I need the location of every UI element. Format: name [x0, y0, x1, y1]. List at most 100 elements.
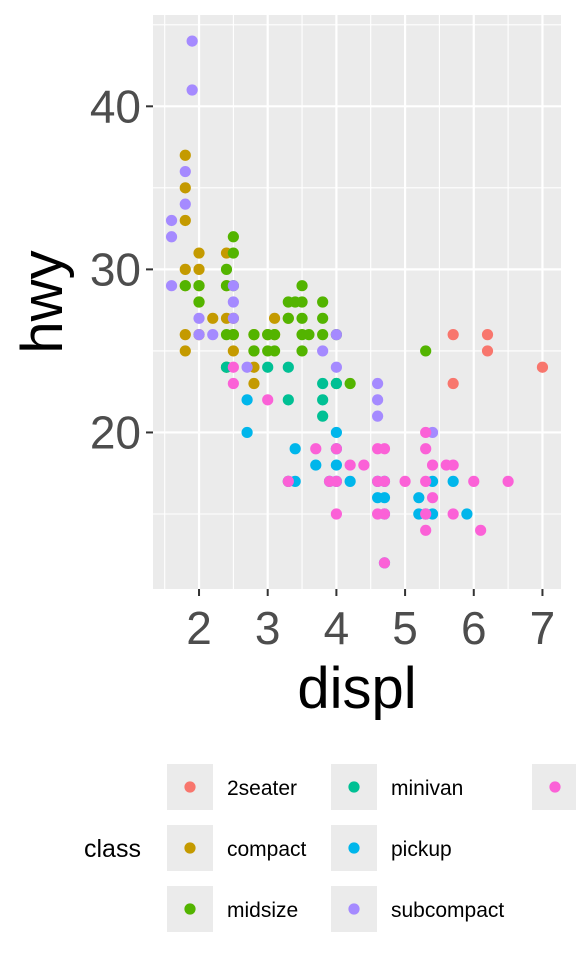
data-point-midsize	[248, 329, 260, 341]
x-tick-label: 7	[530, 602, 556, 654]
data-point-suv	[344, 459, 356, 471]
data-point-midsize	[317, 329, 329, 341]
data-point-compact	[179, 182, 191, 194]
data-point-compact	[207, 312, 219, 324]
data-point-minivan	[317, 377, 329, 390]
data-point-subcompact	[317, 345, 329, 357]
data-point-suv	[420, 508, 432, 520]
major-gridlines	[153, 15, 561, 589]
legend-swatch-subcompact	[348, 903, 360, 915]
data-point-midsize	[282, 312, 294, 324]
data-point-subcompact	[372, 394, 384, 406]
data-point-2seater	[447, 329, 459, 341]
data-point-subcompact	[241, 361, 253, 373]
legend-swatch-2seater	[184, 781, 196, 793]
y-axis-title: hwy	[10, 250, 75, 353]
data-point-pickup	[461, 508, 473, 520]
data-point-compact	[179, 329, 191, 341]
data-point-suv	[330, 508, 342, 520]
data-point-minivan	[317, 394, 329, 406]
data-point-subcompact	[186, 35, 198, 47]
data-point-suv	[447, 508, 459, 520]
data-point-compact	[248, 377, 260, 390]
data-point-suv	[378, 508, 391, 520]
data-point-suv	[330, 443, 342, 455]
data-point-subcompact	[207, 329, 219, 341]
data-point-subcompact	[179, 198, 191, 210]
data-point-midsize	[227, 329, 239, 341]
data-point-suv	[282, 475, 294, 487]
y-tick-label: 40	[90, 80, 141, 132]
data-point-midsize	[179, 280, 191, 292]
data-point-minivan	[317, 410, 329, 422]
data-point-subcompact	[193, 312, 205, 324]
x-tick-label: 6	[461, 602, 487, 654]
data-point-pickup	[413, 492, 425, 504]
legend-label-minivan: minivan	[391, 777, 463, 800]
data-point-subcompact	[186, 84, 198, 96]
data-point-midsize	[344, 377, 356, 390]
legend-label-midsize: midsize	[227, 899, 298, 922]
data-point-subcompact	[165, 231, 178, 243]
data-point-compact	[179, 263, 191, 275]
data-point-suv	[227, 361, 239, 373]
minor-gridlines	[153, 15, 561, 589]
data-point-pickup	[241, 394, 253, 406]
data-point-pickup	[330, 426, 342, 439]
data-point-2seater	[481, 345, 494, 357]
legend-swatch-minivan	[348, 781, 360, 793]
data-point-compact	[193, 247, 205, 259]
data-point-subcompact	[165, 280, 178, 292]
data-point-subcompact	[372, 410, 384, 422]
data-point-suv	[420, 524, 432, 536]
legend-label-pickup: pickup	[391, 838, 452, 861]
data-point-midsize	[248, 345, 260, 357]
panel-background	[153, 15, 561, 589]
data-point-subcompact	[227, 296, 239, 308]
legend-swatch-suv	[549, 781, 561, 793]
data-point-suv	[426, 492, 439, 504]
data-point-suv	[358, 459, 370, 471]
data-point-midsize	[420, 345, 432, 357]
data-point-suv	[399, 475, 411, 487]
data-point-midsize	[296, 280, 308, 292]
data-point-suv	[475, 524, 487, 536]
y-tick-label: 20	[90, 406, 141, 458]
data-point-midsize	[227, 231, 239, 243]
legend-swatch-pickup	[348, 842, 360, 854]
data-point-suv	[447, 459, 459, 471]
data-point-suv	[378, 475, 391, 487]
data-point-subcompact	[179, 165, 191, 178]
data-point-suv	[420, 426, 432, 439]
data-point-suv	[378, 443, 391, 455]
legend-label-subcompact: subcompact	[391, 899, 504, 922]
data-point-minivan	[262, 361, 274, 373]
data-point-suv	[378, 557, 391, 569]
data-point-minivan	[282, 361, 294, 373]
data-point-suv	[420, 443, 432, 455]
x-axis-title: displ	[297, 656, 416, 721]
data-point-pickup	[241, 426, 253, 439]
data-point-subcompact	[330, 361, 342, 373]
x-tick-label: 5	[392, 602, 418, 654]
data-point-midsize	[317, 312, 329, 324]
data-point-subcompact	[165, 214, 178, 227]
data-point-midsize	[220, 263, 233, 275]
legend-label-2seater: 2seater	[227, 777, 297, 800]
data-point-midsize	[296, 312, 308, 324]
data-point-2seater	[536, 361, 549, 373]
data-point-compact	[227, 345, 239, 357]
data-point-pickup	[378, 492, 391, 504]
data-point-midsize	[268, 329, 281, 341]
legend-swatch-midsize	[184, 903, 196, 915]
data-point-compact	[179, 345, 191, 357]
data-point-pickup	[447, 475, 459, 487]
legend: class 2seater compact midsize minivan pickup…	[84, 764, 576, 932]
data-point-suv	[330, 475, 342, 487]
data-point-midsize	[296, 345, 308, 357]
data-point-suv	[310, 443, 322, 455]
data-point-pickup	[330, 459, 342, 471]
data-point-midsize	[296, 296, 308, 308]
data-point-subcompact	[227, 312, 239, 324]
